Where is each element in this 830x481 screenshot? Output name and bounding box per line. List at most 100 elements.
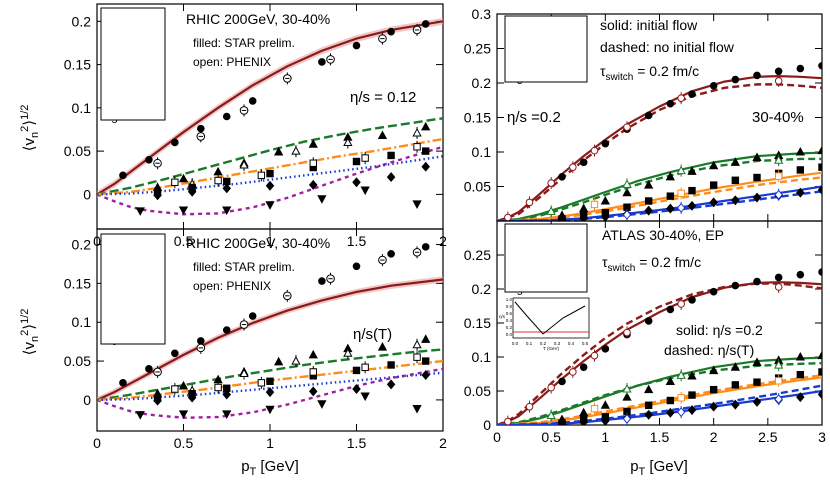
- data-point-circle: [601, 345, 610, 353]
- series-line-v3: [497, 151, 822, 221]
- y-tick-label: 0.05: [64, 353, 91, 369]
- x-tick-label: 3: [818, 429, 826, 445]
- data-point-circle: [525, 402, 534, 411]
- data-point-square: [774, 172, 783, 180]
- data-point-diamond: [557, 215, 567, 221]
- x-tick-label: 1: [601, 429, 609, 445]
- data-point-circle: [421, 243, 430, 251]
- data-point-circle: [666, 305, 675, 314]
- data-point-diamond: [731, 195, 740, 206]
- data-point-triangle-down: [178, 410, 189, 419]
- data-point-triangle-down: [360, 186, 370, 196]
- annotation: dashed: η/s(T): [664, 342, 754, 358]
- y-axis-label: ⟨vn2⟩1/2: [19, 309, 41, 356]
- panel-lhc-initial-flow: 0.050.10.150.20.250.3v2v3v4v5: [464, 6, 823, 222]
- data-point-circle: [248, 97, 257, 105]
- data-point-diamond: [644, 205, 653, 216]
- data-point-diamond: [153, 190, 162, 201]
- x-tick-label: 0: [493, 429, 501, 445]
- data-point-square: [688, 186, 696, 195]
- data-point-square: [257, 379, 266, 387]
- data-point-triangle-down: [222, 410, 232, 419]
- data-point-square: [387, 361, 395, 369]
- data-point-circle: [145, 365, 153, 373]
- annotation: η/s(T): [353, 326, 392, 343]
- inset-y-tick-label: 0.4: [506, 318, 513, 323]
- data-point-circle: [709, 287, 718, 296]
- data-point-triangle: [600, 400, 610, 409]
- data-point-square: [413, 143, 421, 151]
- data-point-triangle: [421, 121, 431, 131]
- y-tick-label: 0.05: [64, 143, 91, 159]
- data-point-square: [214, 383, 222, 392]
- data-point-circle: [318, 58, 326, 66]
- y-tick-label: 0.05: [464, 179, 491, 195]
- data-point-diamond: [265, 180, 275, 191]
- data-point-triangle: [579, 407, 589, 417]
- series-line-v3: [497, 356, 822, 425]
- data-point-square: [709, 181, 718, 189]
- data-point-triangle: [665, 171, 675, 181]
- annotation: open: PHENIX: [193, 279, 271, 293]
- y-tick-label: 0: [483, 417, 491, 433]
- data-point-square: [677, 189, 685, 198]
- data-point-diamond: [774, 189, 783, 200]
- data-point-square: [309, 159, 317, 167]
- data-point-circle: [753, 277, 761, 286]
- data-point-circle: [171, 138, 179, 147]
- data-point-triangle: [752, 152, 762, 162]
- series-line-v1: [97, 367, 443, 419]
- inset-eta-s-plot: 0.0 0.1 0.2 0.3 0.4 0.5 0.0 0.2 0.4 0.6 0.8 1.0 T (G…: [499, 297, 590, 351]
- data-point-circle: [504, 417, 512, 425]
- data-point-triangle: [291, 146, 301, 155]
- data-point-triangle: [579, 203, 589, 213]
- data-point-triangle-down: [317, 195, 327, 204]
- data-point-triangle: [644, 384, 654, 394]
- data-point-diamond: [731, 399, 740, 410]
- data-point-triangle: [730, 157, 740, 166]
- data-point-triangle: [817, 350, 822, 360]
- data-point-square: [666, 396, 675, 405]
- data-point-diamond: [676, 202, 686, 213]
- data-point-triangle: [795, 351, 805, 361]
- y-tick-label: 0: [83, 392, 91, 408]
- data-point-triangle: [774, 155, 784, 164]
- data-point-square: [731, 381, 740, 389]
- data-point-triangle: [308, 349, 318, 359]
- x-axis-label: pT [GeV]: [241, 458, 299, 478]
- annotation: τswitch = 0.2 fm/c: [602, 254, 701, 274]
- data-point-diamond: [386, 379, 396, 390]
- data-point-circle: [421, 20, 430, 28]
- inset-y-tick-label: 1.0: [506, 297, 513, 302]
- data-point-diamond: [579, 417, 588, 425]
- data-point-square: [266, 169, 274, 178]
- data-point-square: [171, 385, 179, 393]
- annotation: open: PHENIX: [193, 55, 271, 69]
- data-point-triangle: [752, 357, 762, 366]
- data-point-circle: [547, 179, 555, 187]
- series-line-v4: [497, 374, 822, 425]
- data-point-diamond: [222, 183, 232, 194]
- data-point-circle: [818, 61, 822, 70]
- data-point-square: [171, 178, 179, 186]
- series-line-v3: [97, 348, 443, 402]
- series-line-v2: [97, 20, 443, 196]
- data-point-triangle-down: [412, 200, 422, 209]
- data-point-circle: [547, 383, 555, 392]
- data-point-triangle: [213, 166, 223, 176]
- data-point-diamond: [752, 192, 762, 203]
- data-point-triangle: [178, 173, 189, 183]
- data-point-circle: [387, 250, 395, 258]
- data-point-diamond: [153, 395, 162, 406]
- data-point-circle: [731, 281, 740, 290]
- data-point-square: [753, 378, 761, 386]
- data-point-circle: [677, 94, 685, 102]
- data-point-square: [361, 363, 369, 371]
- data-point-triangle: [412, 127, 422, 137]
- data-point-circle: [731, 75, 740, 84]
- data-point-circle: [601, 139, 610, 148]
- data-point-triangle: [622, 383, 632, 393]
- data-point-diamond: [601, 211, 610, 221]
- annotation: dashed: no initial flow: [600, 39, 735, 55]
- data-point-circle: [171, 349, 179, 358]
